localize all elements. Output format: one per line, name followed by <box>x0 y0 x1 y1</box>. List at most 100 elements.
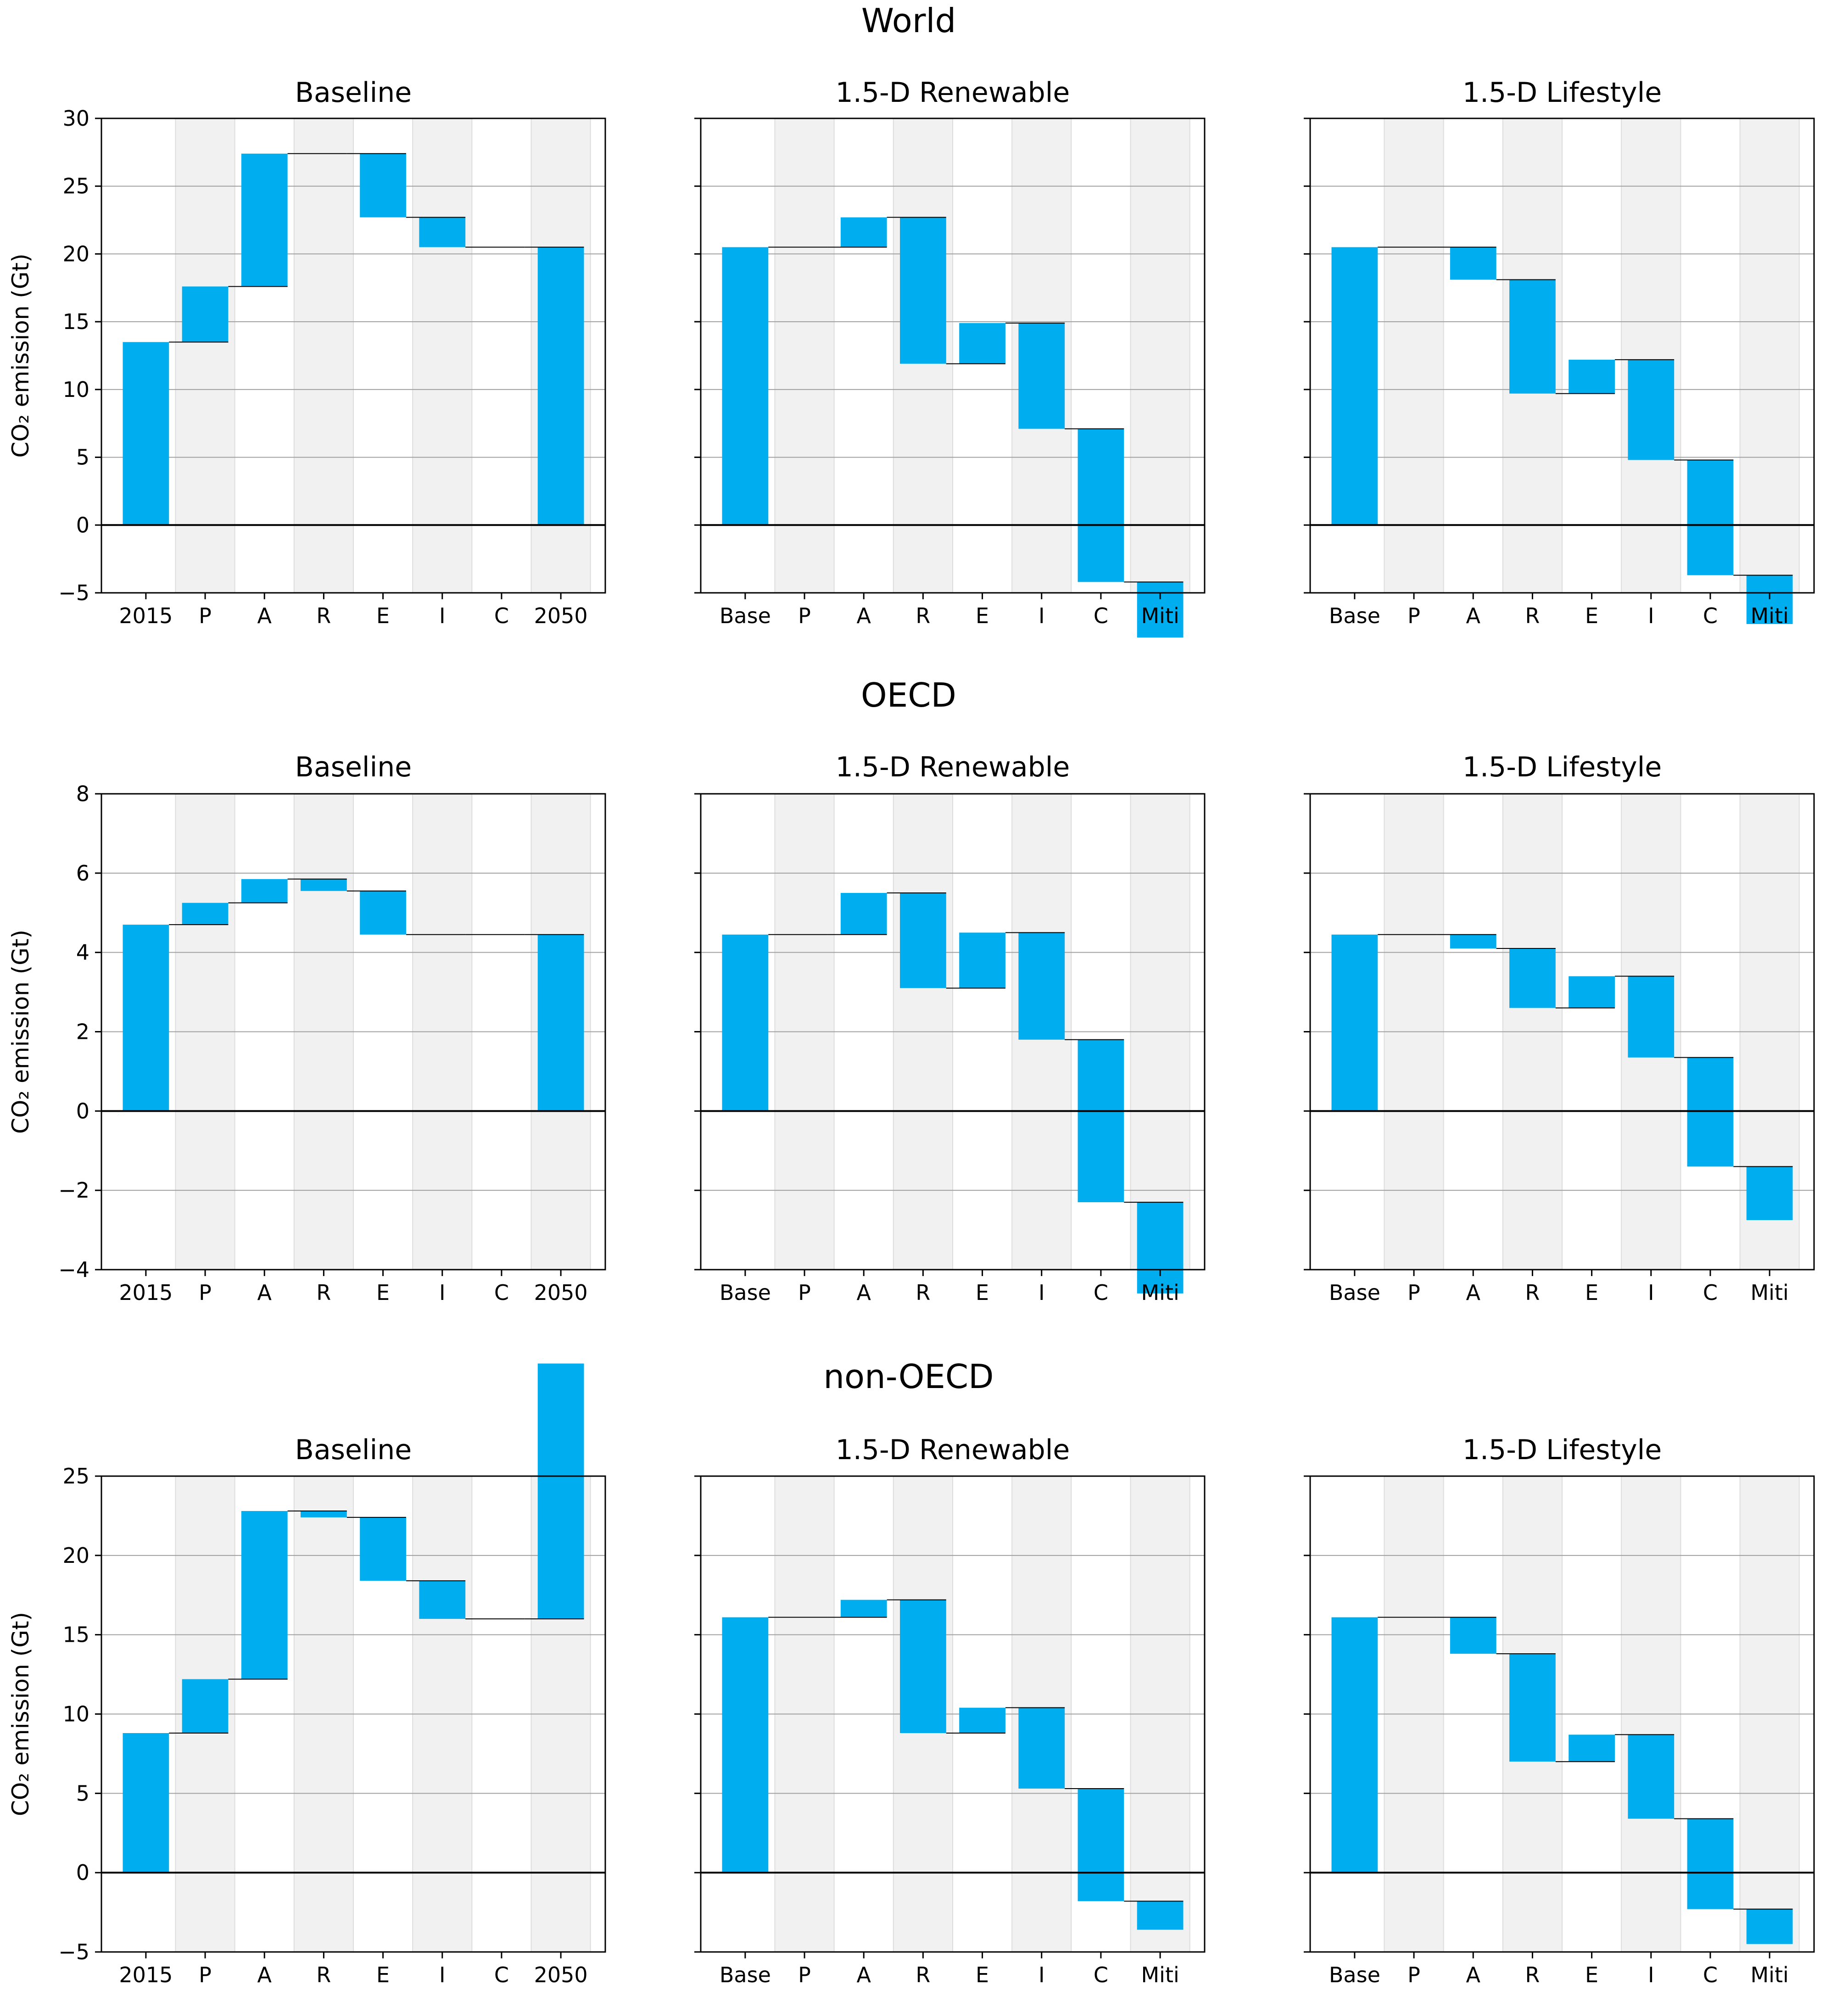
panel-1-5-d-renewable: Base P A R E I C Miti 1.5-D Renewable <box>694 1434 1206 1987</box>
y-tick-label: 30 <box>62 106 89 131</box>
y-tick-label: 20 <box>62 1543 89 1568</box>
x-tick-label: A <box>257 1280 272 1305</box>
panel-baseline: −5 0 5 10 15 20 25 2015 P A R E I C 2050 Baseline CO₂ em… <box>7 1363 606 1987</box>
x-tick-label: I <box>1648 1963 1654 1987</box>
bar-i <box>1018 932 1065 1040</box>
x-tick-label: A <box>1466 1963 1481 1987</box>
x-tick-label: Miti <box>1750 1280 1788 1305</box>
bar-i <box>1018 1707 1065 1789</box>
y-tick-label: 10 <box>62 1702 89 1727</box>
bar-p <box>182 903 229 925</box>
bar-e <box>1569 359 1615 394</box>
x-tick-label: E <box>376 1963 390 1987</box>
x-tick-label: Base <box>1329 1280 1380 1305</box>
category-band <box>1384 118 1444 593</box>
y-tick-label: −5 <box>58 580 89 605</box>
panel-baseline: −5 0 5 10 15 20 25 30 2015 P A R E I C 2050 Baseline CO₂ … <box>7 77 606 628</box>
x-tick-label: A <box>857 1280 871 1305</box>
bar-p <box>182 1679 229 1733</box>
region-title: OECD <box>861 676 956 714</box>
bar-base <box>722 934 769 1111</box>
bar-c <box>1687 1818 1734 1909</box>
category-band <box>1621 118 1681 593</box>
bar-a <box>840 1600 887 1617</box>
y-tick-label: 25 <box>62 174 89 199</box>
x-tick-label: A <box>1466 1280 1481 1305</box>
y-tick-label: 2 <box>76 1020 89 1044</box>
y-tick-label: 5 <box>76 1781 89 1806</box>
x-tick-label: C <box>1703 603 1718 628</box>
bar-i <box>1628 1734 1675 1819</box>
panel-title: 1.5-D Renewable <box>836 77 1070 109</box>
panel-1-5-d-lifestyle: Base P A R E I C Miti 1.5-D Lifestyle <box>1304 77 1815 628</box>
x-tick-label: C <box>494 1280 509 1305</box>
bar-e <box>360 891 406 935</box>
y-tick-label: 0 <box>76 1098 89 1123</box>
x-tick-label: R <box>1525 1963 1540 1987</box>
x-tick-label: I <box>1648 603 1654 628</box>
panel-title: 1.5-D Renewable <box>836 1434 1070 1466</box>
category-band <box>175 118 235 593</box>
bar-base <box>1331 247 1378 525</box>
bar-2050 <box>537 1363 584 1619</box>
bar-miti <box>1746 1909 1793 1944</box>
x-tick-label: Miti <box>1141 603 1179 628</box>
bar-e <box>1569 1734 1615 1762</box>
panel-title: Baseline <box>295 1434 412 1466</box>
x-tick-label: I <box>439 603 446 628</box>
bar-2015 <box>123 925 169 1111</box>
bar-e <box>360 153 406 217</box>
y-axis-label: CO₂ emission (Gt) <box>7 253 34 457</box>
bar-r <box>1509 1654 1556 1762</box>
x-tick-label: A <box>257 1963 272 1987</box>
bar-a <box>1450 1617 1496 1654</box>
x-tick-label: 2015 <box>119 1963 173 1987</box>
x-tick-label: P <box>798 1963 811 1987</box>
y-tick-label: 5 <box>76 445 89 470</box>
panel-title: 1.5-D Lifestyle <box>1463 77 1662 109</box>
bar-2050 <box>537 247 584 525</box>
bar-r <box>1509 948 1556 1008</box>
bar-e <box>1569 976 1615 1008</box>
panel-title: 1.5-D Lifestyle <box>1463 1434 1662 1466</box>
x-tick-label: E <box>1585 1280 1598 1305</box>
x-tick-label: 2050 <box>534 603 588 628</box>
plot-frame <box>100 117 606 594</box>
x-tick-label: R <box>916 1963 930 1987</box>
panel-1-5-d-renewable: Base P A R E I C Miti 1.5-D Renewable <box>694 77 1206 638</box>
bar-a <box>840 217 887 247</box>
bar-2015 <box>123 1733 169 1873</box>
bar-r <box>301 879 347 891</box>
x-tick-label: Base <box>1329 603 1380 628</box>
x-tick-label: R <box>316 1280 331 1305</box>
bar-c <box>1687 1057 1734 1167</box>
bar-e <box>360 1517 406 1581</box>
bar-p <box>182 286 229 342</box>
bar-a <box>241 879 288 903</box>
bar-a <box>840 893 887 935</box>
x-tick-label: A <box>857 603 871 628</box>
x-tick-label: C <box>1703 1280 1718 1305</box>
x-tick-label: Miti <box>1750 603 1788 628</box>
x-tick-label: A <box>257 603 272 628</box>
panel-baseline: −4 −2 0 2 4 6 8 2015 P A R E I C 2050 Baseline CO₂ emiss… <box>7 751 606 1305</box>
region-title: non-OECD <box>823 1357 994 1396</box>
y-tick-label: 25 <box>62 1464 89 1489</box>
panel-title: Baseline <box>295 77 412 109</box>
x-tick-label: E <box>376 603 390 628</box>
x-tick-label: E <box>976 1280 989 1305</box>
x-tick-label: Miti <box>1750 1963 1788 1987</box>
x-tick-label: P <box>798 603 811 628</box>
x-tick-label: R <box>916 1280 930 1305</box>
x-tick-label: C <box>494 603 509 628</box>
y-axis-label: CO₂ emission (Gt) <box>7 930 34 1134</box>
x-tick-label: I <box>439 1280 446 1305</box>
x-tick-label: 2050 <box>534 1963 588 1987</box>
bar-i <box>419 217 466 247</box>
bar-i <box>1628 359 1675 460</box>
y-tick-label: 6 <box>76 861 89 886</box>
bar-r <box>900 217 946 364</box>
bar-miti <box>1746 1166 1793 1220</box>
x-tick-label: C <box>1094 1280 1108 1305</box>
bar-c <box>1078 429 1124 582</box>
